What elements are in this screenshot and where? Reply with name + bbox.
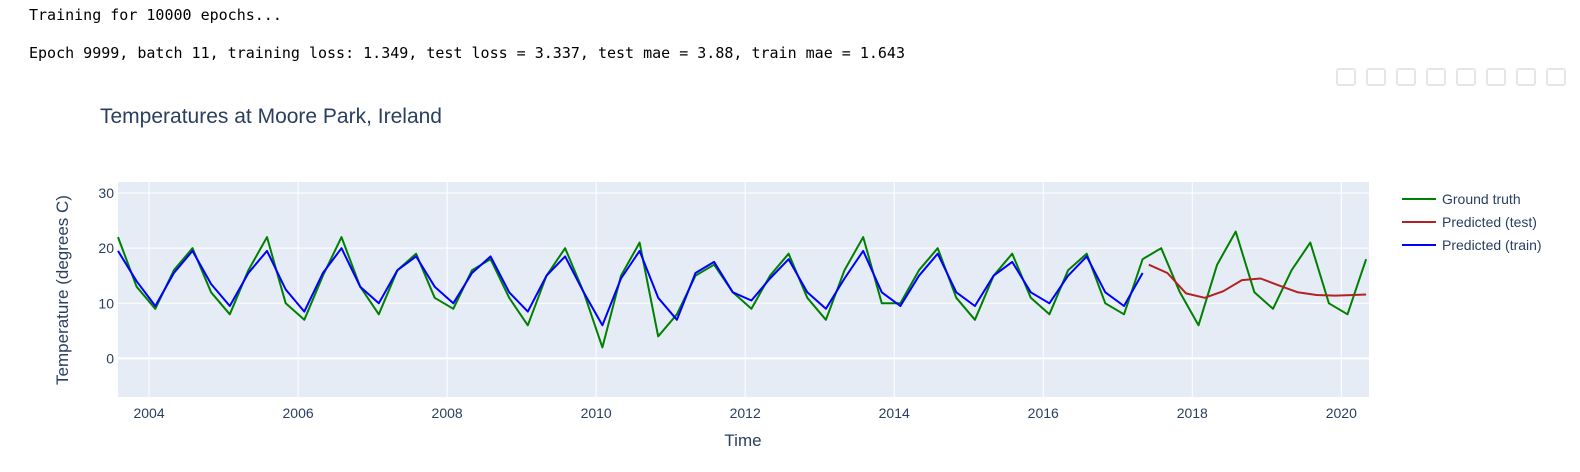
x-axis-label: Time <box>724 431 761 450</box>
training-metrics-line: Epoch 9999, batch 11, training loss: 1.3… <box>29 44 905 62</box>
y-axis-label: Temperature (degrees C) <box>53 195 72 385</box>
console-output-line: Training for 10000 epochs... <box>29 6 282 24</box>
y-axis-ticks: 0 10 20 30 <box>98 185 114 366</box>
legend-item-predicted-test[interactable]: Predicted (test) <box>1402 214 1537 230</box>
x-tick-label: 2020 <box>1326 405 1357 421</box>
legend[interactable]: Ground truth Predicted (test) Predicted (t… <box>1402 191 1542 253</box>
legend-item-predicted-train[interactable]: Predicted (train) <box>1402 237 1542 253</box>
y-tick-label: 0 <box>106 350 114 366</box>
zoom-in-icon[interactable] <box>1426 68 1446 86</box>
reset-axes-icon[interactable] <box>1516 68 1536 86</box>
x-tick-label: 2012 <box>730 405 761 421</box>
camera-icon[interactable] <box>1336 68 1356 86</box>
x-tick-label: 2004 <box>133 405 164 421</box>
plot-modebar <box>1336 68 1566 86</box>
chart-title: Temperatures at Moore Park, Ireland <box>100 105 442 128</box>
y-tick-label: 20 <box>98 240 114 256</box>
legend-label: Ground truth <box>1442 191 1521 207</box>
pan-icon[interactable] <box>1396 68 1416 86</box>
zoom-out-icon[interactable] <box>1456 68 1476 86</box>
zoom-icon[interactable] <box>1366 68 1386 86</box>
x-tick-label: 2008 <box>432 405 463 421</box>
x-axis-ticks: 2004 2006 2008 2010 2012 2014 2016 2018 2020 <box>133 405 1357 421</box>
x-tick-label: 2018 <box>1177 405 1208 421</box>
x-tick-label: 2006 <box>283 405 314 421</box>
y-tick-label: 30 <box>98 185 114 201</box>
legend-item-ground-truth[interactable]: Ground truth <box>1402 191 1521 207</box>
legend-label: Predicted (test) <box>1442 214 1537 230</box>
x-tick-label: 2016 <box>1028 405 1059 421</box>
plot-area[interactable] <box>118 182 1369 397</box>
plotly-logo-icon[interactable] <box>1546 68 1566 86</box>
x-tick-label: 2010 <box>581 405 612 421</box>
autoscale-icon[interactable] <box>1486 68 1506 86</box>
temperature-chart: Temperatures at Moore Park, Ireland 0 10 2… <box>53 105 1542 450</box>
y-tick-label: 10 <box>98 295 114 311</box>
series-lines <box>117 230 1368 349</box>
legend-label: Predicted (train) <box>1442 237 1542 253</box>
x-tick-label: 2014 <box>879 405 910 421</box>
predicted-test-line[interactable] <box>1148 263 1367 299</box>
predicted-train-line[interactable] <box>117 247 1144 327</box>
